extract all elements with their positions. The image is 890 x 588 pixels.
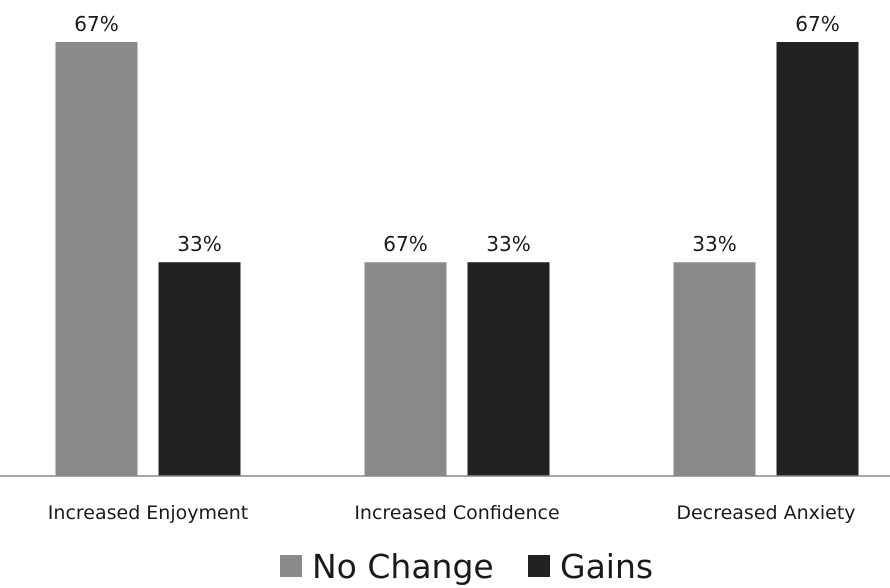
bar-gains-2 (467, 262, 550, 476)
legend-swatch-no-change (280, 555, 302, 577)
bar-no-change-2 (364, 262, 447, 476)
legend: No Change Gains (280, 547, 653, 586)
data-label-no-change-1: 67% (74, 12, 118, 36)
data-label-gains-1: 33% (177, 232, 221, 256)
data-label-gains-2: 33% (486, 232, 530, 256)
category-label-1: Increased Enjoyment (48, 502, 248, 524)
bar-gains-1 (158, 262, 241, 476)
data-labels-group: 67% 33% 67% 33% 33% 67% (74, 12, 839, 256)
data-label-no-change-2: 67% (383, 232, 427, 256)
bar-no-change-3 (673, 262, 756, 476)
bar-gains-3 (776, 42, 859, 476)
legend-swatch-gains (528, 555, 550, 577)
bar-no-change-1 (55, 42, 138, 476)
category-label-3: Decreased Anxiety (676, 502, 855, 524)
data-label-gains-3: 67% (795, 12, 839, 36)
legend-label-no-change: No Change (312, 547, 494, 586)
bars-group (55, 42, 859, 476)
category-label-2: Increased Confidence (354, 502, 559, 524)
category-labels-group: Increased Enjoyment Increased Confidence D… (48, 502, 856, 524)
data-label-no-change-3: 33% (692, 232, 736, 256)
legend-label-gains: Gains (560, 547, 653, 586)
